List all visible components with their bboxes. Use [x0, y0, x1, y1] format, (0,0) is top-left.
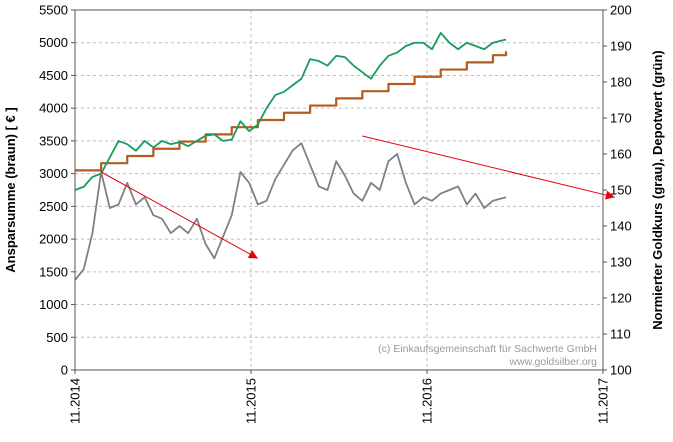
grid — [74, 9, 604, 371]
left-y-axis-label: Ansparsumme (braun) [ € ] — [3, 107, 18, 272]
x-ticks: 11.2014 11.2015 11.2016 11.2017 — [68, 370, 611, 424]
left-tick-label: 3000 — [39, 166, 68, 181]
left-tick-label: 2000 — [39, 232, 68, 247]
right-tick-label: 180 — [610, 75, 632, 90]
left-tick-label: 4000 — [39, 101, 68, 116]
arrow-line-0 — [100, 171, 259, 259]
series-line-0 — [75, 51, 508, 172]
annotations-layer — [100, 135, 615, 259]
right-y-axis-label: Normierter Goldkurs (grau), Depotwert (g… — [650, 50, 665, 330]
right-tick-label: 170 — [610, 111, 632, 126]
left-tick-label: 1000 — [39, 297, 68, 312]
credit-line-2: www.goldsilber.org — [508, 356, 597, 368]
left-tick-label: 1500 — [39, 264, 68, 279]
right-tick-label: 200 — [610, 3, 632, 18]
series-line-2 — [74, 142, 507, 281]
credit-line-1: (c) Einkaufsgemeinschaft für Sachwerte G… — [378, 343, 597, 355]
arrow-line-1 — [362, 135, 615, 198]
right-tick-label: 160 — [610, 147, 632, 162]
right-tick-label: 140 — [610, 219, 632, 234]
arrow-head-0 — [247, 250, 258, 259]
plot-frame — [74, 9, 604, 371]
x-tick-label: 11.2014 — [68, 378, 83, 424]
x-tick-label: 11.2015 — [244, 378, 259, 424]
left-tick-label: 2500 — [39, 199, 68, 214]
left-tick-label: 500 — [46, 330, 68, 345]
right-tick-label: 190 — [610, 39, 632, 54]
left-tick-label: 4500 — [39, 68, 68, 83]
right-y-ticks: 100 110 120 130 140 150 160 170 180 190 200 — [603, 3, 632, 378]
series-layer — [74, 32, 508, 281]
left-tick-label: 0 — [61, 363, 68, 378]
right-tick-label: 100 — [610, 363, 632, 378]
right-tick-label: 120 — [610, 291, 632, 306]
left-tick-label: 5500 — [39, 3, 68, 18]
left-tick-label: 3500 — [39, 133, 68, 148]
right-tick-label: 130 — [610, 255, 632, 270]
left-tick-label: 5000 — [39, 35, 68, 50]
right-tick-label: 150 — [610, 183, 632, 198]
x-tick-label: 11.2017 — [596, 378, 611, 424]
series-line-1 — [74, 32, 507, 191]
left-y-ticks: 0 500 1000 1500 2000 2500 3000 3500 4000 4500 5000… — [39, 3, 75, 378]
right-tick-label: 110 — [610, 327, 631, 342]
x-tick-label: 11.2016 — [420, 378, 435, 424]
arrow-head-1 — [605, 190, 615, 200]
